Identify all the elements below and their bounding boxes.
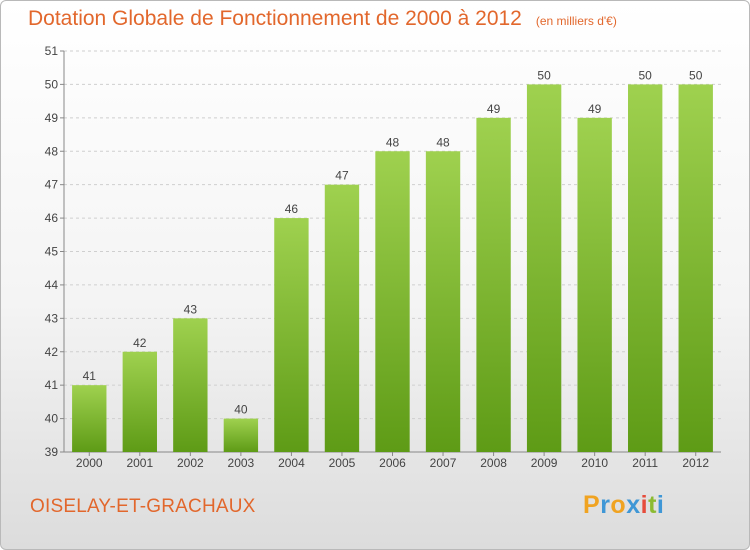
data-label: 47 (335, 169, 349, 183)
x-tick-label: 2005 (329, 456, 356, 470)
y-tick-label: 46 (45, 211, 59, 225)
y-tick-label: 45 (45, 245, 59, 259)
x-tick-label: 2007 (430, 456, 457, 470)
data-label: 50 (639, 68, 653, 82)
data-label: 46 (285, 202, 299, 216)
bar (628, 84, 663, 453)
logo-letter: P (583, 491, 601, 519)
logo-letter: x (626, 491, 641, 519)
commune-name: OISELAY-ET-GRACHAUX (30, 496, 256, 517)
bar (274, 218, 309, 452)
data-label: 48 (386, 135, 400, 149)
bar (122, 351, 157, 452)
y-tick-label: 51 (45, 44, 59, 58)
data-label: 42 (133, 336, 147, 350)
bar (223, 418, 259, 452)
bar (678, 84, 713, 453)
chart-title: Dotation Globale de Fonctionnement de 20… (28, 7, 617, 31)
x-tick-label: 2004 (278, 456, 305, 470)
data-label: 49 (588, 102, 602, 116)
x-tick-label: 2001 (126, 456, 153, 470)
y-tick-label: 50 (45, 77, 59, 91)
x-tick-label: 2008 (480, 456, 507, 470)
logo-letter: o (610, 491, 627, 519)
x-tick-label: 2010 (581, 456, 608, 470)
data-label: 50 (689, 68, 703, 82)
logo-letter: t (648, 491, 657, 519)
x-tick-label: 2009 (531, 456, 558, 470)
y-tick-label: 44 (45, 278, 59, 292)
y-tick-label: 40 (45, 412, 59, 426)
data-label: 50 (537, 68, 551, 82)
y-tick-label: 43 (45, 311, 59, 325)
y-tick-label: 49 (45, 111, 59, 125)
bar (375, 151, 410, 452)
y-tick-label: 42 (45, 345, 59, 359)
chart-title-text: Dotation Globale de Fonctionnement de 20… (28, 7, 522, 30)
data-label: 41 (83, 369, 97, 383)
bar (72, 385, 107, 452)
x-tick-label: 2011 (632, 456, 658, 470)
x-tick-label: 2012 (682, 456, 709, 470)
y-tick-label: 48 (45, 144, 59, 158)
logo-letter: i (640, 491, 649, 519)
labels: 39 40 41 42 43 44 45 46 47 48 49 50 51 41 2000 42 2001 43… (45, 44, 710, 470)
bar (476, 117, 511, 452)
logo-letter: i (656, 491, 665, 519)
logo-letter: r (600, 491, 611, 519)
data-label: 43 (184, 302, 198, 316)
bar (324, 184, 360, 452)
proxiti-logo: Proxiti (583, 491, 664, 520)
bar (425, 151, 461, 452)
x-tick-label: 2006 (379, 456, 406, 470)
x-tick-label: 2003 (228, 456, 255, 470)
bar (173, 318, 208, 452)
bar (526, 84, 562, 453)
bars (72, 84, 713, 453)
y-tick-label: 47 (45, 178, 59, 192)
bar (577, 117, 612, 452)
x-tick-label: 2000 (76, 456, 103, 470)
y-tick-label: 41 (45, 378, 59, 392)
chart-unit: (en milliers d'€) (535, 14, 617, 28)
data-label: 49 (487, 102, 501, 116)
y-tick-label: 39 (45, 445, 59, 459)
data-label: 48 (436, 135, 450, 149)
data-label: 40 (234, 403, 248, 417)
x-tick-label: 2002 (177, 456, 204, 470)
